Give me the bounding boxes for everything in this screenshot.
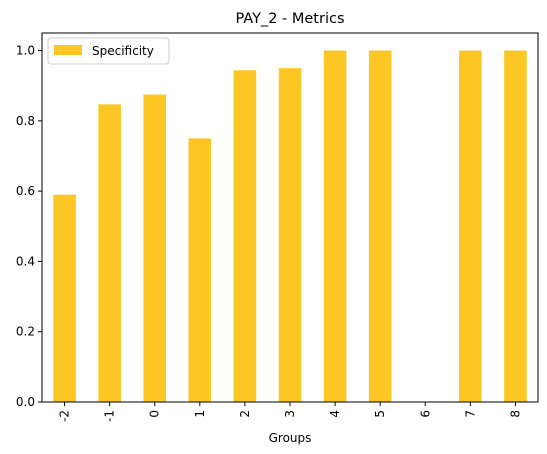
y-axis: 0.0 0.2 0.4 0.6 0.8 1.0: [16, 44, 42, 409]
bar-3: [278, 68, 302, 403]
y-tick-label: 0.2: [16, 325, 35, 339]
bar-7: [459, 50, 482, 402]
bar--2: [53, 194, 76, 402]
legend: Specificity: [47, 37, 170, 65]
bar-5: [368, 50, 392, 402]
bar-8: [504, 50, 527, 402]
chart-title: PAY_2 - Metrics: [235, 11, 344, 27]
x-tick-label: -2: [58, 410, 72, 422]
x-tick-label: 7: [463, 410, 477, 418]
y-tick-label: 1.0: [16, 44, 35, 58]
bar-2: [233, 70, 257, 402]
plot-frame: [41, 32, 539, 403]
bar--1: [98, 104, 121, 402]
x-tick-label: 4: [328, 410, 342, 418]
x-tick-label: 3: [283, 410, 297, 418]
bars-group: [53, 50, 527, 403]
x-tick-label: 2: [238, 410, 252, 418]
bar-4: [323, 50, 347, 402]
legend-label: Specificity: [92, 44, 154, 58]
bar-0: [143, 94, 166, 402]
x-tick-label: -1: [103, 410, 117, 422]
bar-1: [188, 138, 212, 402]
legend-box: [47, 37, 170, 65]
y-tick-label: 0.0: [16, 395, 35, 409]
x-tick-label: 5: [373, 410, 387, 418]
x-tick-label: 1: [193, 410, 207, 418]
y-tick-label: 0.6: [16, 184, 35, 198]
x-axis: -2 -1 0 1 2 3 4 5 6 7 8: [58, 402, 522, 422]
legend-swatch: [54, 45, 82, 55]
x-tick-label: 8: [508, 410, 522, 418]
y-tick-label: 0.4: [16, 254, 35, 268]
x-tick-label: 0: [148, 410, 162, 418]
x-tick-label: 6: [418, 410, 432, 418]
y-tick-label: 0.8: [16, 114, 35, 128]
x-axis-label: Groups: [269, 431, 312, 445]
